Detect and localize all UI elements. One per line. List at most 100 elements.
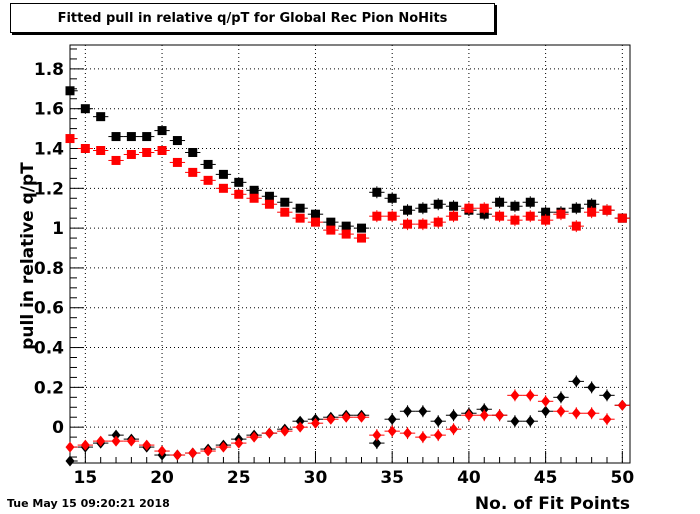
data-point xyxy=(353,223,370,233)
marker-square xyxy=(249,185,259,195)
data-point xyxy=(537,395,554,408)
data-point xyxy=(246,193,262,203)
marker-diamond xyxy=(264,427,274,439)
data-point xyxy=(399,405,416,418)
data-point xyxy=(430,429,446,442)
data-point xyxy=(430,198,446,211)
data-point xyxy=(108,155,124,165)
data-point xyxy=(108,435,124,447)
marker-square xyxy=(479,203,489,213)
marker-square xyxy=(142,132,152,142)
marker-square xyxy=(602,205,612,215)
data-point xyxy=(491,196,508,209)
timestamp: Tue May 15 09:20:21 2018 xyxy=(7,497,170,510)
x-tick-label: 45 xyxy=(534,468,558,488)
marker-diamond xyxy=(464,409,474,421)
marker-square xyxy=(234,177,244,187)
x-tick-label: 30 xyxy=(304,468,328,488)
data-point xyxy=(384,413,400,426)
x-tick-label: 25 xyxy=(227,468,251,488)
y-tick-label: 0.2 xyxy=(34,378,64,398)
data-point xyxy=(583,407,600,420)
marker-diamond xyxy=(403,427,413,439)
marker-square xyxy=(525,197,535,207)
marker-diamond xyxy=(418,431,428,443)
data-point xyxy=(599,204,615,217)
data-point xyxy=(415,202,431,215)
marker-square xyxy=(372,211,382,221)
marker-square xyxy=(157,145,167,155)
marker-diamond xyxy=(80,439,90,451)
y-tick-label: 1.4 xyxy=(34,140,64,160)
marker-square xyxy=(310,209,320,219)
marker-square xyxy=(357,233,367,243)
marker-square xyxy=(341,229,351,239)
marker-diamond xyxy=(111,435,121,447)
marker-diamond xyxy=(571,407,581,419)
data-point xyxy=(353,411,370,423)
x-tick-label: 35 xyxy=(380,468,404,488)
marker-diamond xyxy=(295,415,305,427)
marker-diamond xyxy=(295,421,305,433)
marker-square xyxy=(357,223,367,233)
data-point xyxy=(169,449,186,461)
marker-diamond xyxy=(218,441,228,453)
marker-diamond xyxy=(157,445,167,457)
marker-diamond xyxy=(188,447,198,459)
data-point xyxy=(445,210,462,223)
data-point xyxy=(553,391,569,404)
marker-square xyxy=(525,211,535,221)
data-point xyxy=(338,411,354,423)
data-point xyxy=(215,169,232,179)
marker-diamond xyxy=(556,405,566,417)
marker-square xyxy=(203,175,213,185)
data-point xyxy=(154,126,170,136)
marker-diamond xyxy=(418,405,428,417)
marker-square xyxy=(418,203,428,213)
marker-square xyxy=(556,209,566,219)
marker-diamond xyxy=(510,389,520,401)
marker-diamond xyxy=(326,413,336,425)
marker-diamond xyxy=(617,399,627,411)
marker-square xyxy=(65,134,75,144)
x-tick-label: 20 xyxy=(150,468,174,488)
data-point xyxy=(415,218,431,231)
marker-square xyxy=(188,167,198,177)
chart-title: Fitted pull in relative q/pT for Global … xyxy=(57,11,448,26)
marker-diamond xyxy=(372,437,382,449)
data-point xyxy=(537,405,554,418)
data-point xyxy=(261,191,278,201)
marker-diamond xyxy=(602,413,612,425)
marker-square xyxy=(295,203,305,213)
marker-square xyxy=(617,213,627,223)
data-point xyxy=(231,189,247,199)
data-point xyxy=(154,445,170,457)
data-point xyxy=(154,145,170,155)
data-point xyxy=(185,147,201,157)
marker-square xyxy=(280,207,290,217)
y-tick-label: 0.4 xyxy=(34,339,64,359)
data-point xyxy=(461,409,477,422)
data-point xyxy=(415,431,431,444)
marker-square xyxy=(587,207,597,217)
marker-square xyxy=(341,221,351,231)
data-point xyxy=(323,217,339,227)
marker-diamond xyxy=(126,435,136,447)
data-point xyxy=(491,409,508,422)
data-point xyxy=(522,196,538,209)
marker-square xyxy=(126,132,136,142)
x-axis-label: No. of Fit Points xyxy=(475,494,630,514)
data-point xyxy=(93,435,109,447)
marker-diamond xyxy=(403,405,413,417)
data-point xyxy=(123,132,140,142)
data-point xyxy=(553,208,569,221)
data-point xyxy=(476,202,492,215)
data-point xyxy=(599,413,615,426)
y-tick-label: 0.6 xyxy=(34,299,64,319)
data-point xyxy=(522,415,538,428)
data-point xyxy=(430,216,446,229)
marker-diamond xyxy=(525,415,535,427)
data-point xyxy=(384,210,400,223)
data-point xyxy=(169,157,186,167)
